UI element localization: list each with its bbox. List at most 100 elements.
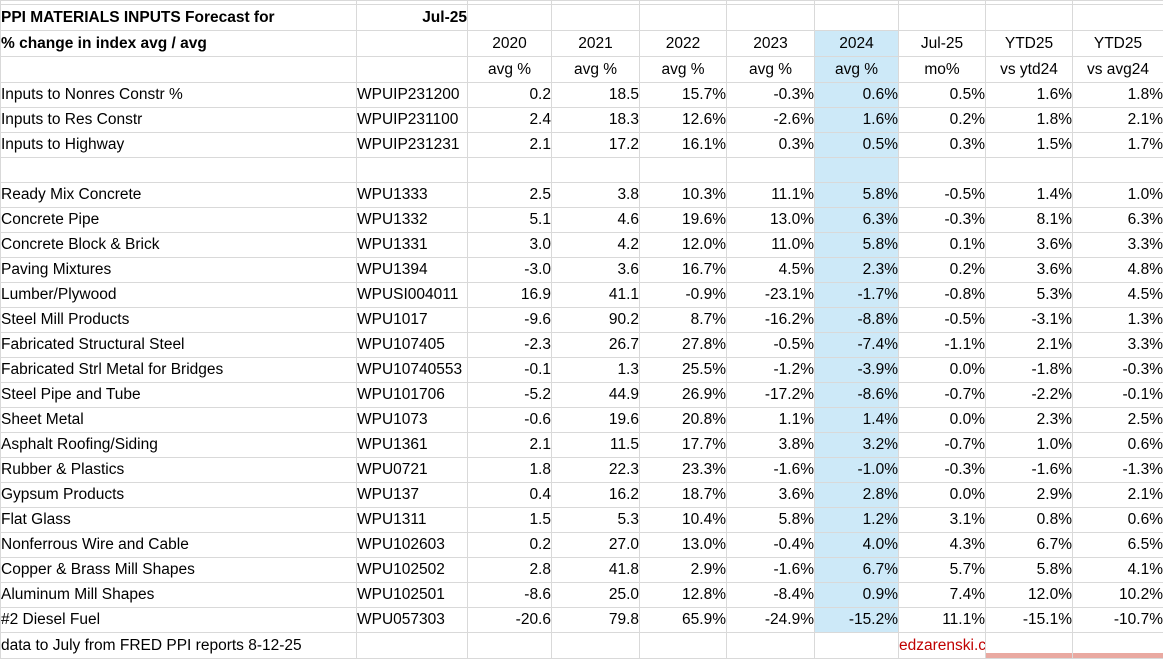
cell-2021[interactable]: 19.6 <box>552 408 640 433</box>
cell-jul25[interactable]: -1.1% <box>899 333 986 358</box>
row-label[interactable]: Ready Mix Concrete <box>1 183 357 208</box>
cell-2024[interactable]: 5.8% <box>815 183 899 208</box>
cell-2021[interactable]: 25.0 <box>552 583 640 608</box>
cell-2021[interactable]: 5.3 <box>552 508 640 533</box>
cell-2024[interactable]: 5.8% <box>815 233 899 258</box>
cell-2020[interactable]: -2.3 <box>468 333 552 358</box>
cell-2020[interactable]: 0.2 <box>468 83 552 108</box>
cell-2022[interactable]: 23.3% <box>640 458 727 483</box>
cell-2020[interactable]: 2.1 <box>468 433 552 458</box>
cell-jul25[interactable]: 0.2% <box>899 108 986 133</box>
cell-2022[interactable]: 12.6% <box>640 108 727 133</box>
row-series-code[interactable]: WPUIP231200 <box>357 83 468 108</box>
cell-jul25[interactable]: -0.7% <box>899 383 986 408</box>
cell-2023[interactable]: 4.5% <box>727 258 815 283</box>
cell-ytd25-vs-ytd24[interactable]: -1.8% <box>986 358 1073 383</box>
cell-ytd25-vs-avg24[interactable]: 4.8% <box>1073 258 1163 283</box>
footer-note[interactable]: data to July from FRED PPI reports 8-12-… <box>1 633 357 659</box>
row-label[interactable]: Copper & Brass Mill Shapes <box>1 558 357 583</box>
cell-2023[interactable]: -1.6% <box>727 558 815 583</box>
cell-jul25[interactable]: 5.7% <box>899 558 986 583</box>
cell-2023[interactable] <box>727 158 815 183</box>
cell-2020[interactable]: 5.1 <box>468 208 552 233</box>
cell-ytd25-vs-avg24[interactable]: 6.5% <box>1073 533 1163 558</box>
cell-2023[interactable]: -2.6% <box>727 108 815 133</box>
cell-2024[interactable]: 4.0% <box>815 533 899 558</box>
cell-2021[interactable]: 27.0 <box>552 533 640 558</box>
cell-jul25[interactable]: 0.2% <box>899 258 986 283</box>
cell-ytd25-vs-ytd24[interactable]: 1.4% <box>986 183 1073 208</box>
col-header-2023[interactable]: 2023 <box>727 31 815 57</box>
cell-2022[interactable]: 13.0% <box>640 533 727 558</box>
cell-empty[interactable] <box>552 633 640 659</box>
cell-jul25[interactable]: -0.3% <box>899 458 986 483</box>
cell-ytd25-vs-avg24[interactable]: 10.2% <box>1073 583 1163 608</box>
row-series-code[interactable]: WPU107405 <box>357 333 468 358</box>
col-header-2022[interactable]: 2022 <box>640 31 727 57</box>
row-label[interactable]: Fabricated Strl Metal for Bridges <box>1 358 357 383</box>
cell-ytd25-vs-ytd24[interactable] <box>986 158 1073 183</box>
subheader-mo-pct[interactable]: mo% <box>899 57 986 83</box>
row-series-code[interactable]: WPU1311 <box>357 508 468 533</box>
cell-2021[interactable]: 18.5 <box>552 83 640 108</box>
row-series-code[interactable]: WPUSI004011 <box>357 283 468 308</box>
row-series-code[interactable]: WPU057303 <box>357 608 468 633</box>
cell-2024[interactable]: -3.9% <box>815 358 899 383</box>
cell-ytd25-vs-ytd24[interactable]: -15.1% <box>986 608 1073 633</box>
cell-empty[interactable] <box>1 57 357 83</box>
cell-jul25[interactable]: 3.1% <box>899 508 986 533</box>
cell-ytd25-vs-ytd24[interactable]: 2.3% <box>986 408 1073 433</box>
cell-ytd25-vs-avg24[interactable]: 0.6% <box>1073 433 1163 458</box>
website-link[interactable]: edzarenski.com <box>899 633 986 659</box>
row-series-code[interactable]: WPU1394 <box>357 258 468 283</box>
cell-ytd25-vs-ytd24[interactable]: 6.7% <box>986 533 1073 558</box>
cell-2021[interactable]: 17.2 <box>552 133 640 158</box>
cell-ytd25-vs-avg24[interactable]: -10.7% <box>1073 608 1163 633</box>
cell-jul25[interactable]: -0.3% <box>899 208 986 233</box>
cell-ytd25-vs-ytd24[interactable]: -3.1% <box>986 308 1073 333</box>
cell-2022[interactable] <box>640 158 727 183</box>
col-header-ytd25-vs-ytd24[interactable]: YTD25 <box>986 31 1073 57</box>
cell-2021[interactable]: 90.2 <box>552 308 640 333</box>
row-label[interactable]: Flat Glass <box>1 508 357 533</box>
cell-2024[interactable]: -1.0% <box>815 458 899 483</box>
row-label[interactable]: #2 Diesel Fuel <box>1 608 357 633</box>
cell-2021[interactable]: 41.8 <box>552 558 640 583</box>
cell-2023[interactable]: -24.9% <box>727 608 815 633</box>
cell-ytd25-vs-avg24[interactable]: 2.5% <box>1073 408 1163 433</box>
row-label[interactable]: Lumber/Plywood <box>1 283 357 308</box>
cell-2020[interactable]: -8.6 <box>468 583 552 608</box>
cell-ytd25-vs-ytd24[interactable]: 8.1% <box>986 208 1073 233</box>
cell-2022[interactable]: 65.9% <box>640 608 727 633</box>
cell-2022[interactable]: 10.4% <box>640 508 727 533</box>
cell-2024[interactable]: 1.6% <box>815 108 899 133</box>
cell-2024[interactable]: -1.7% <box>815 283 899 308</box>
row-label[interactable]: Nonferrous Wire and Cable <box>1 533 357 558</box>
cell-2023[interactable]: 11.0% <box>727 233 815 258</box>
row-label[interactable]: Sheet Metal <box>1 408 357 433</box>
cell-ytd25-vs-ytd24[interactable]: 1.5% <box>986 133 1073 158</box>
forecast-month[interactable]: Jul-25 <box>357 5 468 31</box>
cell-2023[interactable]: 5.8% <box>727 508 815 533</box>
cell-ytd25-vs-avg24[interactable]: 6.3% <box>1073 208 1163 233</box>
cell-2023[interactable]: -1.6% <box>727 458 815 483</box>
cell-2021[interactable]: 44.9 <box>552 383 640 408</box>
cell-2020[interactable]: 3.0 <box>468 233 552 258</box>
cell-2022[interactable]: 17.7% <box>640 433 727 458</box>
row-label[interactable]: Rubber & Plastics <box>1 458 357 483</box>
cell-2020[interactable]: -3.0 <box>468 258 552 283</box>
cell-2022[interactable]: 10.3% <box>640 183 727 208</box>
cell-2024[interactable]: 1.4% <box>815 408 899 433</box>
cell-ytd25-vs-ytd24[interactable]: 1.8% <box>986 108 1073 133</box>
cell-ytd25-vs-ytd24[interactable]: 5.8% <box>986 558 1073 583</box>
cell-2022[interactable]: 18.7% <box>640 483 727 508</box>
cell-2023[interactable]: 3.8% <box>727 433 815 458</box>
cell-2020[interactable]: -0.1 <box>468 358 552 383</box>
row-series-code[interactable]: WPU1332 <box>357 208 468 233</box>
cell-2024[interactable]: -15.2% <box>815 608 899 633</box>
cell-ytd25-vs-ytd24[interactable]: 12.0% <box>986 583 1073 608</box>
cell-2020[interactable]: -5.2 <box>468 383 552 408</box>
cell-2024[interactable]: 0.6% <box>815 83 899 108</box>
row-series-code[interactable]: WPU102502 <box>357 558 468 583</box>
cell-2021[interactable]: 3.6 <box>552 258 640 283</box>
